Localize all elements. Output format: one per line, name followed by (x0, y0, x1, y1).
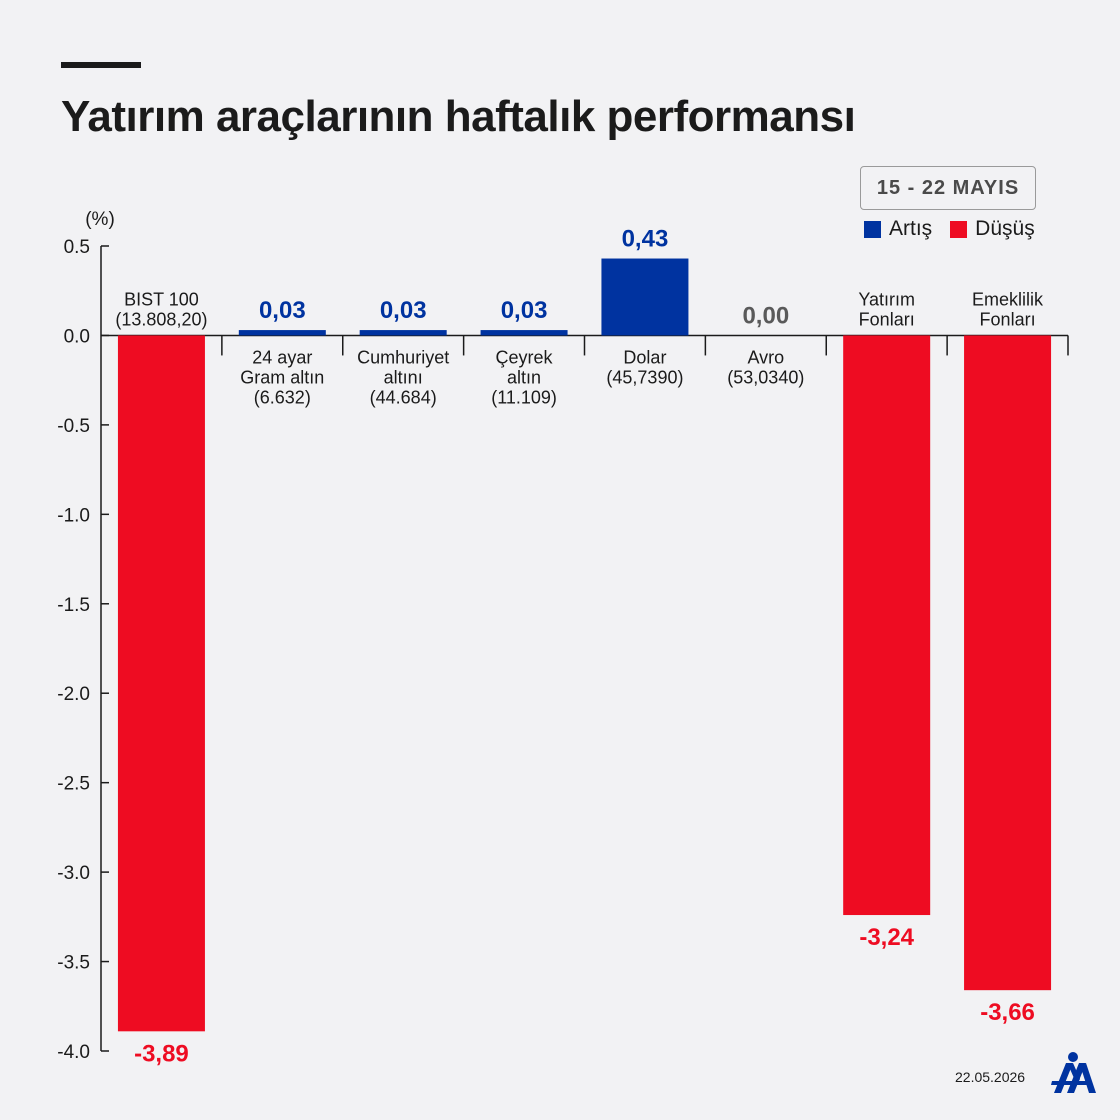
bar-value-label: -3,89 (134, 1040, 189, 1067)
y-tick-label: -3.5 (57, 953, 90, 974)
category-label: (44.684) (370, 387, 437, 407)
bar (238, 330, 326, 336)
category-label: Cumhuriyet (357, 347, 449, 367)
bar-value-label: 0,03 (259, 297, 306, 324)
title-accent-rule (61, 62, 141, 68)
bar-value-label: 0,03 (501, 297, 548, 324)
legend-swatch-increase (864, 220, 881, 238)
bar-value-label: -3,24 (859, 924, 914, 951)
legend-label-increase: Artış (889, 217, 933, 240)
y-tick-label: 0.0 (64, 326, 90, 347)
bar-value-label: -3,66 (980, 999, 1035, 1026)
page-title: Yatırım araçlarının haftalık performansı (61, 92, 856, 141)
category-label: Gram altın (240, 367, 324, 387)
category-label: BIST 100 (124, 289, 199, 309)
bar (480, 330, 568, 336)
y-tick-label: 0.5 (64, 237, 90, 258)
category-label: Fonları (980, 309, 1036, 329)
category-label: (11.109) (491, 387, 557, 407)
category-label: Çeyrek (496, 347, 554, 367)
y-tick-label: -2.0 (57, 684, 90, 705)
category-label: altını (384, 367, 423, 387)
y-tick-label: -0.5 (57, 416, 90, 437)
category-label: Fonları (859, 309, 915, 329)
y-tick-label: -1.5 (57, 595, 90, 616)
bar (964, 335, 1052, 991)
category-label: Emeklilik (972, 289, 1044, 309)
date-range-badge: 15 - 22 MAYIS (860, 166, 1036, 210)
category-label: 24 ayar (252, 347, 312, 367)
bar-value-label: 0,00 (742, 302, 789, 329)
y-axis-unit-label: (%) (85, 209, 115, 230)
aa-logo-icon (1051, 1052, 1096, 1093)
bar-value-label: 0,03 (380, 297, 427, 324)
legend-swatch-decrease (950, 220, 968, 238)
category-label: (13.808,20) (115, 309, 207, 329)
category-label: Dolar (623, 347, 666, 367)
publish-date: 22.05.2026 (955, 1069, 1026, 1085)
category-label: (45,7390) (606, 367, 683, 387)
y-tick-label: -3.0 (57, 863, 90, 884)
legend-label-decrease: Düşüş (975, 217, 1035, 240)
y-tick-label: -1.0 (57, 505, 90, 526)
bar (601, 258, 689, 336)
legend-item-decrease: Düşüş (950, 217, 1035, 241)
category-label: (53,0340) (727, 367, 804, 387)
y-tick-label: -2.5 (57, 774, 90, 795)
bar (359, 330, 447, 336)
bar-value-label: 0,43 (622, 226, 669, 253)
y-tick-label: -4.0 (57, 1042, 90, 1063)
bar (117, 335, 205, 1032)
bar (843, 335, 931, 916)
legend-item-increase: Artış (864, 217, 932, 241)
category-label: altın (507, 367, 541, 387)
category-label: (6.632) (254, 387, 311, 407)
chart-legend: Artış Düşüş (864, 216, 1053, 242)
category-label: Yatırım (858, 289, 915, 309)
category-label: Avro (747, 347, 784, 367)
